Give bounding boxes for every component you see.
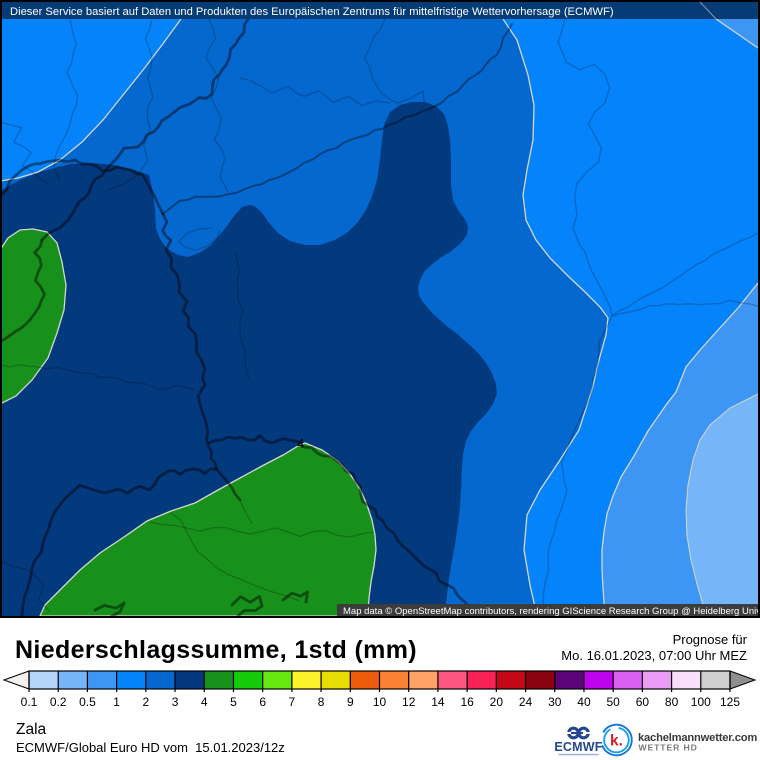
svg-text:6: 6: [259, 695, 266, 709]
svg-text:10: 10: [373, 695, 387, 709]
svg-text:0.1: 0.1: [21, 695, 38, 709]
svg-text:7: 7: [289, 695, 296, 709]
svg-text:4: 4: [201, 695, 208, 709]
svg-text:14: 14: [431, 695, 445, 709]
svg-text:Map data © OpenStreetMap contr: Map data © OpenStreetMap contributors, r…: [343, 606, 760, 617]
svg-text:12: 12: [402, 695, 416, 709]
svg-text:30: 30: [548, 695, 562, 709]
svg-text:0.5: 0.5: [79, 695, 96, 709]
svg-text:125: 125: [720, 695, 740, 709]
svg-text:4: 4: [297, 436, 304, 451]
svg-text:100: 100: [691, 695, 711, 709]
svg-text:k.: k.: [610, 733, 623, 750]
svg-text:2: 2: [142, 695, 149, 709]
svg-text:3: 3: [172, 695, 179, 709]
svg-text:WETTER HD: WETTER HD: [639, 743, 698, 753]
svg-text:1: 1: [113, 695, 120, 709]
svg-text:24: 24: [519, 695, 533, 709]
svg-text:8: 8: [318, 695, 325, 709]
svg-text:40: 40: [577, 695, 591, 709]
svg-text:50: 50: [606, 695, 620, 709]
svg-text:Dieser Service basiert auf Dat: Dieser Service basiert auf Daten und Pro…: [10, 6, 614, 18]
svg-text:80: 80: [665, 695, 679, 709]
svg-text:kachelmannwetter.com: kachelmannwetter.com: [638, 732, 757, 744]
svg-text:60: 60: [636, 695, 650, 709]
svg-text:20: 20: [490, 695, 504, 709]
svg-text:16: 16: [460, 695, 474, 709]
svg-text:5: 5: [230, 695, 237, 709]
svg-text:9: 9: [347, 695, 354, 709]
svg-text:ECMWF: ECMWF: [554, 740, 602, 754]
svg-text:0.2: 0.2: [50, 695, 67, 709]
